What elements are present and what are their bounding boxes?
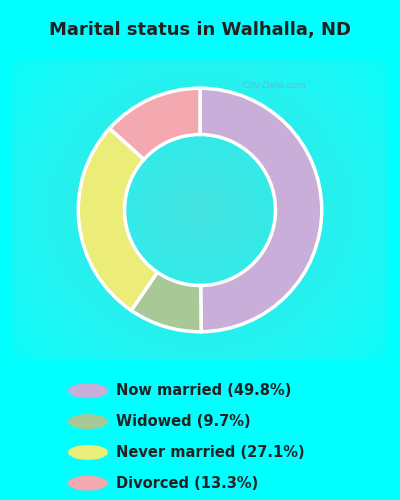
Text: Widowed (9.7%): Widowed (9.7%) xyxy=(116,414,251,429)
Wedge shape xyxy=(131,272,201,332)
Text: Now married (49.8%): Now married (49.8%) xyxy=(116,384,291,398)
Text: Divorced (13.3%): Divorced (13.3%) xyxy=(116,476,258,490)
Wedge shape xyxy=(78,128,157,310)
Circle shape xyxy=(69,446,107,459)
Wedge shape xyxy=(200,88,322,332)
Text: City-Data.com: City-Data.com xyxy=(242,81,306,90)
Circle shape xyxy=(69,384,107,398)
Text: Marital status in Walhalla, ND: Marital status in Walhalla, ND xyxy=(49,21,351,39)
Text: Never married (27.1%): Never married (27.1%) xyxy=(116,445,305,460)
Wedge shape xyxy=(110,88,200,160)
Circle shape xyxy=(69,415,107,428)
Circle shape xyxy=(69,476,107,490)
